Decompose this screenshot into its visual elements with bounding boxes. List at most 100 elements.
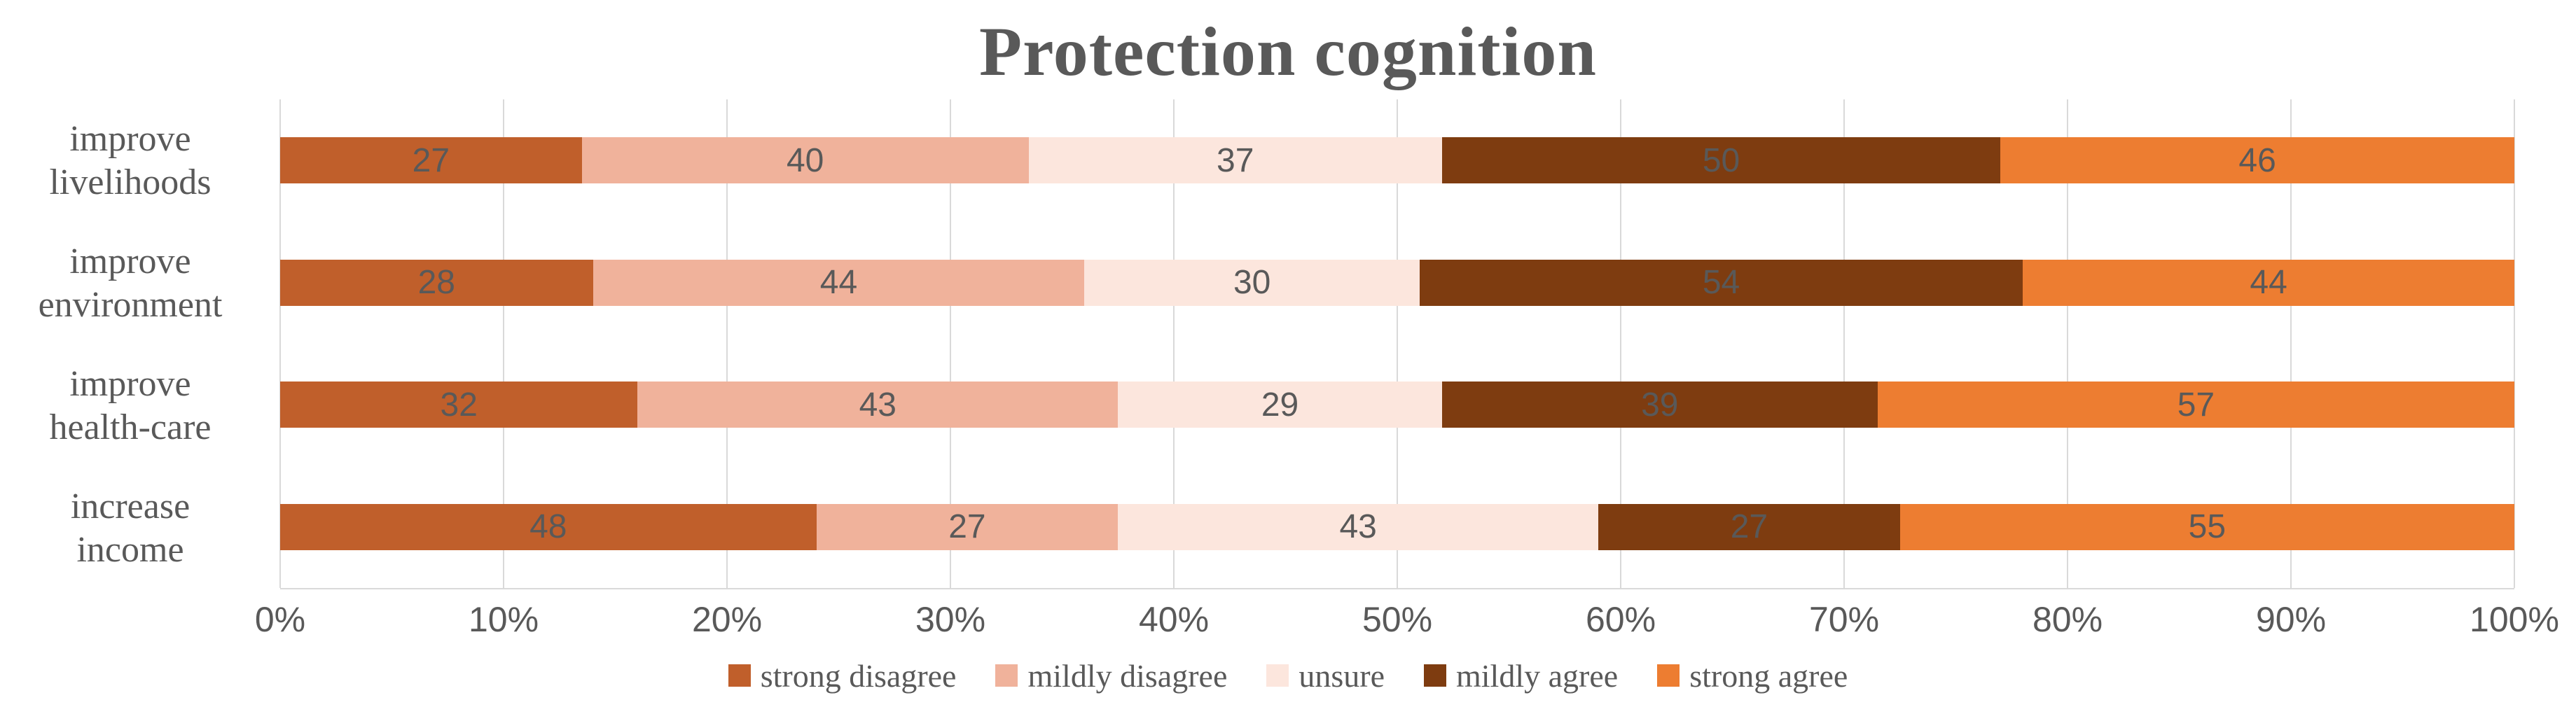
- bar-segment: 28: [280, 259, 593, 306]
- category-label-2: improve health-care: [0, 344, 280, 467]
- category-label-1: improve environment: [0, 222, 280, 344]
- bar-segment: 43: [1118, 503, 1599, 550]
- bar-segment: 46: [2000, 137, 2514, 184]
- bar-1: 28 44 30 54 44: [280, 259, 2514, 306]
- bar-2: 32 43 29 39 57: [280, 382, 2514, 428]
- legend-swatch-icon: [1424, 664, 1446, 687]
- bar-row: 48 27 43 27 55: [280, 466, 2514, 589]
- x-tick-label: 60%: [1585, 600, 1656, 639]
- bar-segment: 50: [1441, 137, 2001, 184]
- gridline: [2514, 99, 2515, 588]
- x-tick-label: 100%: [2470, 600, 2559, 639]
- data-label: 29: [1261, 386, 1299, 424]
- bar-segment: 57: [1877, 382, 2514, 428]
- legend-item: mildly agree: [1424, 657, 1618, 694]
- gridline: [1173, 99, 1175, 588]
- legend-label: mildly disagree: [1027, 657, 1228, 694]
- legend-item: strong agree: [1657, 657, 1848, 694]
- x-tick-label: 80%: [2032, 600, 2103, 639]
- data-label: 40: [786, 141, 824, 179]
- legend-label: strong disagree: [760, 657, 957, 694]
- bar-rows: 27 40 37 50 46 28 44 30 54 44 32 43 29 39 57 48 27 43 27 55: [280, 99, 2514, 588]
- chart-body: improve livelihoods improve environment impr…: [0, 99, 2576, 589]
- data-label: 48: [529, 508, 567, 546]
- bar-segment: 44: [593, 259, 1085, 306]
- gridline: [2290, 99, 2292, 588]
- legend-item: mildly disagree: [995, 657, 1227, 694]
- bar-3: 48 27 43 27 55: [280, 503, 2514, 550]
- data-label: 43: [1339, 508, 1377, 546]
- bar-segment: 44: [2023, 259, 2514, 306]
- legend-item: strong disagree: [728, 657, 957, 694]
- bar-segment: 29: [1118, 382, 1442, 428]
- x-axis-tick-labels: 0% 10% 20% 30% 40% 50% 60% 70% 80% 90% 100%: [255, 589, 2559, 644]
- bar-segment: 40: [581, 137, 1029, 184]
- x-tick-label: 0%: [254, 600, 306, 639]
- x-tick-label: 50%: [1362, 600, 1433, 639]
- data-label: 30: [1233, 264, 1271, 302]
- bar-row: 27 40 37 50 46: [280, 99, 2514, 222]
- category-label-line: health-care: [49, 407, 212, 447]
- gridline: [950, 99, 951, 588]
- plot-area: 27 40 37 50 46 28 44 30 54 44 32 43 29 39 57 48 27 43 27 55: [279, 99, 2515, 589]
- gridline: [1843, 99, 1845, 588]
- data-label: 55: [2188, 508, 2227, 546]
- gridline: [1397, 99, 1398, 588]
- category-label-line: improve: [69, 364, 191, 405]
- category-label-line: environment: [38, 284, 223, 325]
- data-label: 50: [1702, 141, 1740, 179]
- legend-item: unsure: [1266, 657, 1385, 694]
- category-label-line: income: [76, 529, 184, 570]
- bar-segment: 55: [1899, 503, 2514, 550]
- category-label-0: improve livelihoods: [0, 99, 280, 222]
- gridlines: [279, 99, 2515, 588]
- data-label: 37: [1217, 141, 1254, 179]
- bar-segment: 30: [1084, 259, 1420, 306]
- data-label: 32: [440, 386, 478, 424]
- data-label: 28: [417, 264, 455, 302]
- gridline: [2067, 99, 2068, 588]
- legend-swatch-icon: [1657, 664, 1680, 687]
- bar-segment: 27: [1598, 503, 1900, 550]
- x-tick-label: 10%: [468, 600, 539, 639]
- legend-swatch-icon: [995, 664, 1018, 687]
- data-label: 44: [819, 264, 858, 302]
- gridline: [1620, 99, 1621, 588]
- legend-label: mildly agree: [1456, 657, 1619, 694]
- x-tick-label: 20%: [691, 600, 763, 639]
- x-tick-label: 30%: [915, 600, 986, 639]
- x-tick-label: 40%: [1138, 600, 1210, 639]
- data-label: 54: [1702, 264, 1740, 302]
- x-tick-label: 90%: [2255, 600, 2327, 639]
- data-label: 57: [2177, 386, 2215, 424]
- bar-segment: 39: [1441, 382, 1878, 428]
- data-label: 27: [412, 141, 450, 179]
- chart-title: Protection cognition: [979, 13, 1597, 90]
- legend-swatch-icon: [728, 664, 751, 687]
- bar-row: 32 43 29 39 57: [280, 344, 2514, 466]
- bar-segment: 32: [280, 382, 638, 428]
- data-label: 46: [2238, 141, 2276, 179]
- bar-segment: 37: [1028, 137, 1442, 184]
- bar-0: 27 40 37 50 46: [280, 137, 2514, 184]
- gridline: [726, 99, 728, 588]
- category-label-line: improve: [69, 119, 191, 160]
- y-axis-category-labels: improve livelihoods improve environment impr…: [0, 99, 280, 589]
- category-label-line: increase: [70, 486, 191, 527]
- legend: strong disagree mildly disagree unsure mild…: [0, 644, 2576, 707]
- legend-label: strong agree: [1689, 657, 1848, 694]
- bar-segment: 54: [1419, 259, 2023, 306]
- bar-segment: 27: [280, 137, 582, 184]
- data-label: 27: [1730, 508, 1768, 546]
- category-label-line: improve: [69, 241, 191, 282]
- data-label: 43: [859, 386, 896, 424]
- bar-row: 28 44 30 54 44: [280, 222, 2514, 344]
- legend-label: unsure: [1299, 657, 1385, 694]
- x-tick-label: 70%: [1808, 600, 1880, 639]
- data-label: 39: [1641, 386, 1679, 424]
- data-label: 44: [2250, 264, 2287, 302]
- bar-segment: 48: [280, 503, 817, 550]
- gridline: [279, 99, 281, 588]
- data-label: 27: [948, 508, 986, 546]
